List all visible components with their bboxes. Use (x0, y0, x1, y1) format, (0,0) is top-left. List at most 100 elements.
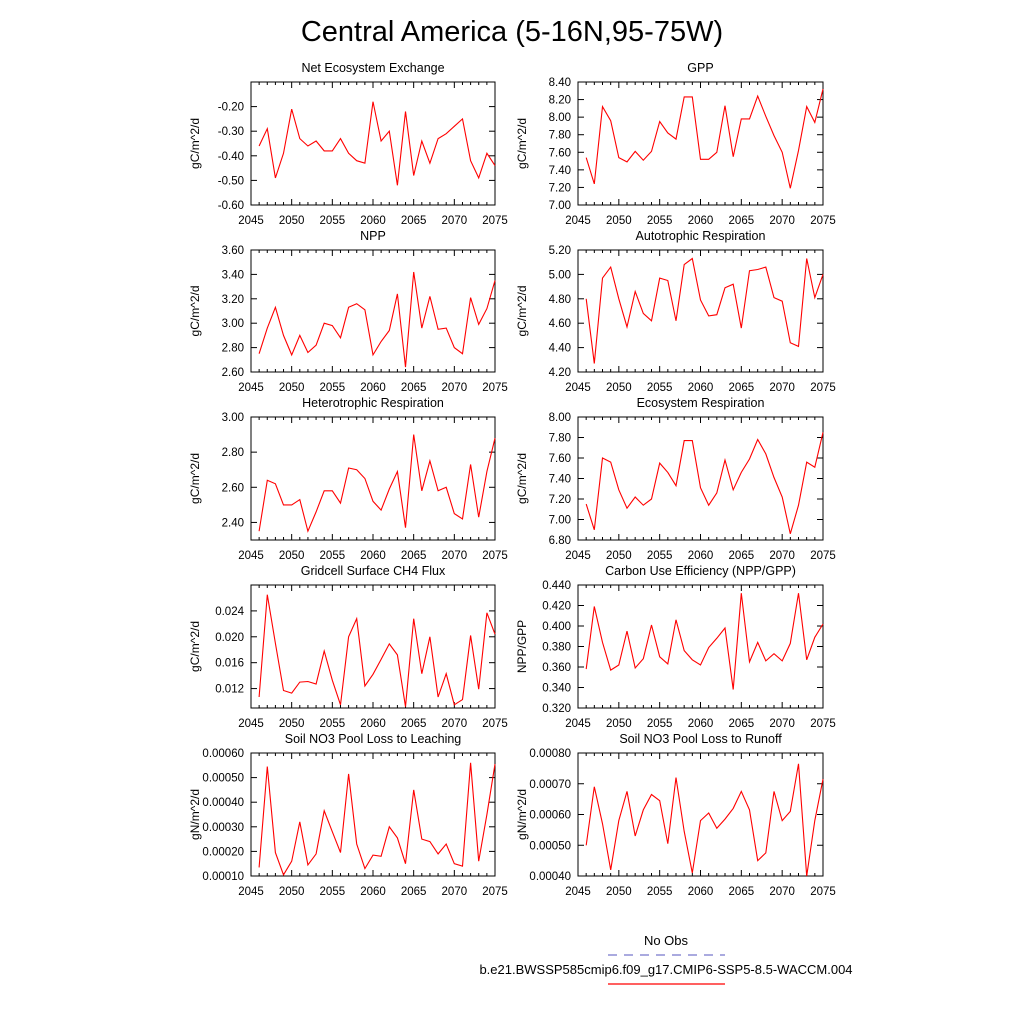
panel-7-xtick-label: 2045 (238, 718, 264, 730)
panel-6-title: Ecosystem Respiration (637, 396, 765, 410)
panel-7-title: Gridcell Surface CH4 Flux (301, 564, 446, 578)
panel-10-ytick-label: 0.00080 (529, 748, 571, 760)
panel-4-xtick-label: 2045 (565, 382, 591, 394)
panel-10-xtick-label: 2060 (688, 886, 714, 898)
panel-5-xtick-label: 2060 (360, 550, 386, 562)
panel-10-title: Soil NO3 Pool Loss to Runoff (619, 732, 782, 746)
panel-3-ytick-label: 3.20 (222, 294, 244, 306)
panel-2-ytick-label: 8.00 (549, 112, 571, 124)
panel-3-ylabel: gC/m^2/d (188, 286, 202, 337)
panel-4-ytick-label: 4.20 (549, 367, 571, 379)
legend-obs-label: No Obs (644, 933, 689, 948)
panel-8-series-line (585, 593, 824, 690)
panel-3-ytick-label: 2.60 (222, 367, 244, 379)
chart-panel-soil-no3-pool-loss-to-runoff: Soil NO3 Pool Loss to Runoff gN/m^2/d 2045… (515, 732, 836, 898)
panel-8-frame (577, 584, 824, 709)
panel-8-xtick-label: 2060 (688, 718, 714, 730)
panel-8-xtick-label: 2065 (729, 718, 755, 730)
panel-1-xtick-label: 2045 (238, 215, 264, 227)
panel-7-xtick-label: 2065 (401, 718, 427, 730)
panel-6-frame (577, 416, 824, 541)
panel-1-title: Net Ecosystem Exchange (301, 61, 444, 75)
panel-5-series-line (258, 434, 496, 533)
panel-3-ytick-label: 2.80 (222, 343, 244, 355)
panel-1-ytick-label: -0.30 (218, 126, 244, 138)
panel-5-xtick-label: 2045 (238, 550, 264, 562)
panel-3-xtick-label: 2060 (360, 382, 386, 394)
chart-panel-ecosystem-respiration: Ecosystem Respiration gC/m^2/d 2045 2050 205… (515, 396, 836, 562)
panel-1-ylabel: gC/m^2/d (188, 118, 202, 169)
panel-9-xtick-label: 2060 (360, 886, 386, 898)
panel-5-xtick-label: 2075 (482, 550, 508, 562)
panel-7-series-line (258, 594, 496, 707)
panel-5-ylabel: gC/m^2/d (188, 453, 202, 504)
panel-7-xtick-label: 2060 (360, 718, 386, 730)
panel-10-xtick-label: 2050 (606, 886, 632, 898)
chart-panel-heterotrophic-respiration: Heterotrophic Respiration gC/m^2/d 2045 205… (188, 396, 508, 562)
panel-10-xtick-label: 2045 (565, 886, 591, 898)
panel-2-ytick-label: 7.60 (549, 147, 571, 159)
panel-8-xtick-label: 2050 (606, 718, 632, 730)
panel-9-ylabel: gN/m^2/d (188, 789, 202, 840)
panel-3-xtick-label: 2045 (238, 382, 264, 394)
panel-2-title: GPP (687, 61, 713, 75)
panel-1-xtick-label: 2055 (320, 215, 346, 227)
panel-2-ytick-label: 7.40 (549, 165, 571, 177)
chart-panel-npp: NPP gC/m^2/d 2045 2050 2055 2060 2065 2070 2075 2… (188, 229, 508, 394)
panel-4-ytick-label: 5.00 (549, 269, 571, 281)
panel-6-ytick-label: 7.80 (549, 433, 571, 445)
panel-4-xtick-label: 2055 (647, 382, 673, 394)
panel-10-xtick-label: 2055 (647, 886, 673, 898)
chart-panel-gpp: GPP gC/m^2/d 2045 2050 2055 2060 2065 2070 2075 7… (515, 61, 836, 227)
panel-6-xtick-label: 2065 (729, 550, 755, 562)
panel-6-xtick-label: 2045 (565, 550, 591, 562)
panel-3-ytick-label: 3.60 (222, 245, 244, 257)
panel-10-frame (577, 752, 824, 877)
panel-4-ytick-label: 4.40 (549, 343, 571, 355)
panel-9-title: Soil NO3 Pool Loss to Leaching (285, 732, 462, 746)
panel-8-ytick-label: 0.440 (542, 580, 571, 592)
panel-6-xtick-label: 2050 (606, 550, 632, 562)
panel-4-xtick-label: 2065 (729, 382, 755, 394)
panel-6-ytick-label: 7.60 (549, 453, 571, 465)
panel-9-ytick-label: 0.00040 (202, 797, 244, 809)
panel-10-ytick-label: 0.00040 (529, 871, 571, 883)
panel-8-ytick-label: 0.360 (542, 662, 571, 674)
panel-1-frame (250, 81, 496, 206)
panel-7-ylabel: gC/m^2/d (188, 621, 202, 672)
panel-7-ytick-label: 0.024 (215, 606, 244, 618)
legend-model-label: b.e21.BWSSP585cmip6.f09_g17.CMIP6-SSP5-8… (479, 962, 852, 977)
panel-10-ylabel: gN/m^2/d (515, 789, 529, 840)
panel-6-ytick-label: 7.40 (549, 474, 571, 486)
panel-8-xtick-label: 2055 (647, 718, 673, 730)
panel-9-xtick-label: 2065 (401, 886, 427, 898)
panel-1-series-line (258, 101, 496, 186)
panel-10-ytick-label: 0.00050 (529, 840, 571, 852)
panel-6-series-line (585, 432, 824, 534)
chart-panel-soil-no3-pool-loss-to-leaching: Soil NO3 Pool Loss to Leaching gN/m^2/d 20… (188, 732, 508, 898)
panel-2-xtick-label: 2070 (769, 215, 795, 227)
panel-8-xtick-label: 2070 (769, 718, 795, 730)
panel-5-ytick-label: 2.40 (222, 517, 244, 529)
panel-7-frame (250, 584, 496, 709)
panel-6-xtick-label: 2060 (688, 550, 714, 562)
figure-title: Central America (5-16N,95-75W) (301, 16, 723, 48)
panel-1-xtick-label: 2050 (279, 215, 305, 227)
panel-10-ytick-label: 0.00060 (529, 810, 571, 822)
panel-8-ytick-label: 0.340 (542, 683, 571, 695)
panel-1-ytick-label: -0.20 (218, 102, 244, 114)
panel-9-series-line (258, 762, 496, 877)
panel-5-ytick-label: 2.60 (222, 482, 244, 494)
panel-7-xtick-label: 2075 (482, 718, 508, 730)
panel-3-xtick-label: 2075 (482, 382, 508, 394)
panel-2-ytick-label: 7.20 (549, 182, 571, 194)
panel-4-ytick-label: 5.20 (549, 245, 571, 257)
panel-9-xtick-label: 2055 (320, 886, 346, 898)
panel-1-ytick-label: -0.40 (218, 151, 244, 163)
legend: No Obs b.e21.BWSSP585cmip6.f09_g17.CMIP6… (479, 933, 853, 985)
panel-5-xtick-label: 2050 (279, 550, 305, 562)
panel-5-xtick-label: 2070 (442, 550, 468, 562)
chart-panel-autotrophic-respiration: Autotrophic Respiration gC/m^2/d 2045 2050 2… (515, 229, 836, 394)
panel-8-ytick-label: 0.400 (542, 621, 571, 633)
